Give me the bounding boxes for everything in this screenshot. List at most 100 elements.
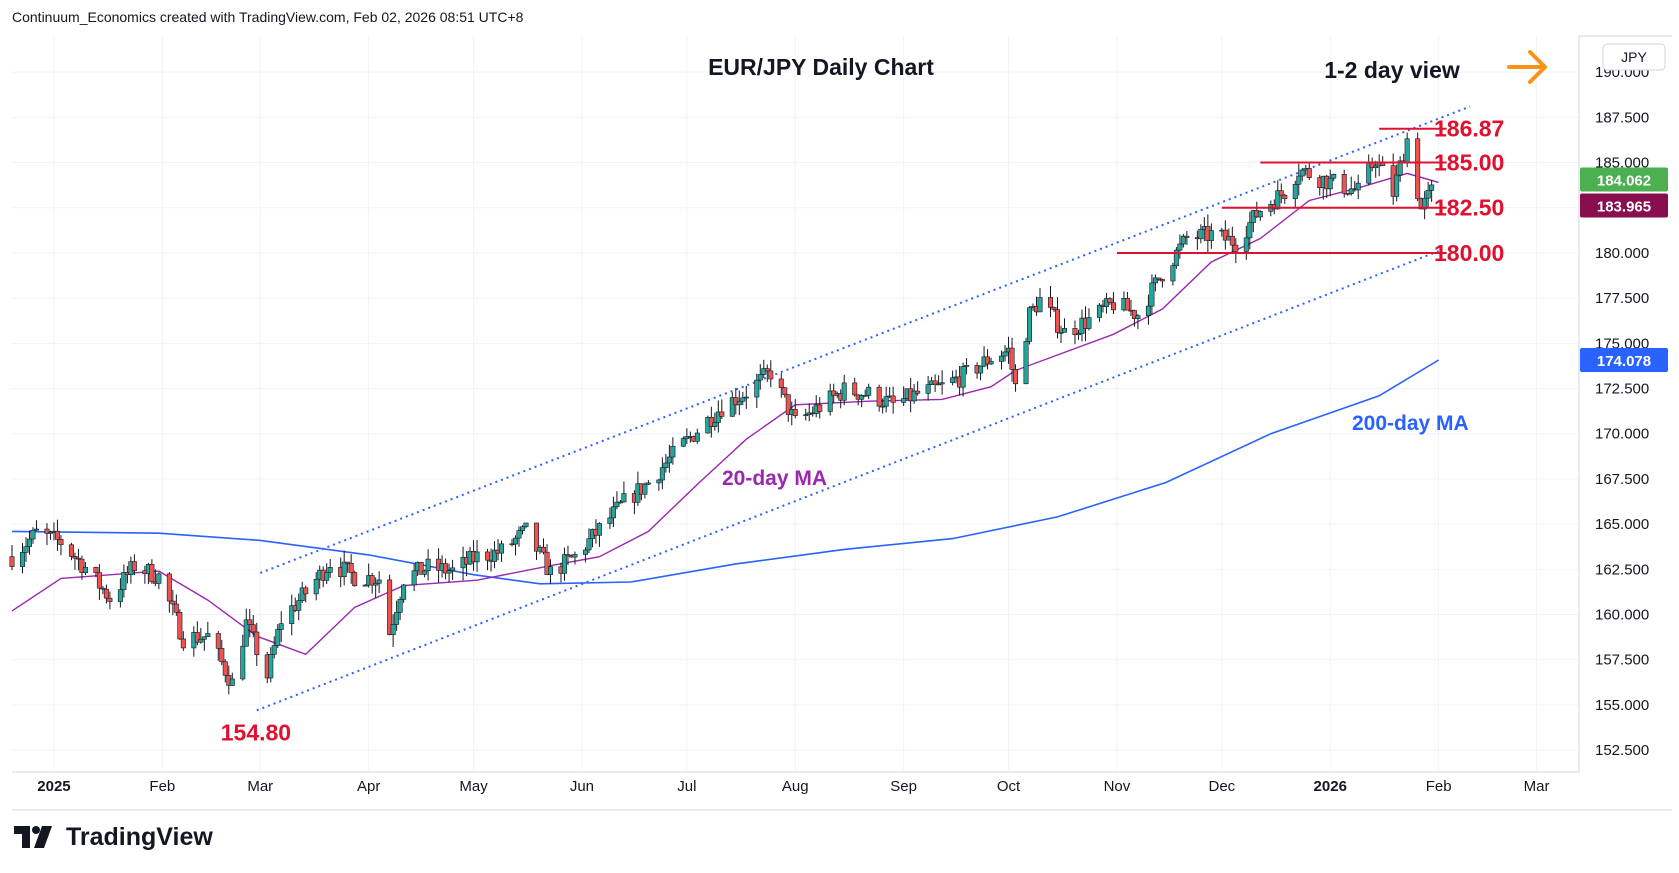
candle-up (561, 554, 567, 574)
candle-up (289, 605, 295, 624)
candle-down (180, 638, 186, 649)
candle-up (516, 530, 522, 539)
candle-down (932, 380, 938, 385)
candle-down (778, 378, 784, 388)
candle-up (1243, 237, 1249, 252)
candle-down (782, 387, 788, 395)
candle-up (1397, 160, 1403, 176)
prev-close-badge: 183.965 (1597, 199, 1651, 216)
candle-down (254, 631, 260, 656)
candle-up (23, 546, 29, 553)
candle-up (156, 573, 162, 584)
x-tick-label: 2025 (37, 778, 70, 795)
candle-up (1096, 304, 1102, 318)
candle-up (243, 619, 249, 647)
candle-down (68, 544, 74, 557)
candle-down (348, 562, 354, 573)
candle-down (170, 600, 176, 605)
candle-up (327, 567, 333, 573)
candle-up (859, 395, 865, 400)
ma200-line (11, 359, 1440, 585)
candle-up (1247, 222, 1253, 239)
candlestick-series (9, 132, 1435, 695)
channel-line-upper (259, 105, 1471, 574)
candle-up (362, 584, 368, 587)
price-badges: 184.062 183.965 174.078 (1580, 167, 1668, 373)
candle-up (547, 566, 553, 575)
candle-down (1282, 194, 1288, 200)
chart-title: EUR/JPY Daily Chart (708, 54, 934, 80)
candle-up (450, 567, 456, 572)
candle-up (841, 382, 847, 401)
candle-down (533, 522, 539, 552)
ma20-series (11, 172, 1439, 656)
candle-up (1002, 351, 1008, 357)
y-tick-label: 155.000 (1595, 697, 1649, 714)
candle-down (352, 572, 358, 587)
candle-up (1355, 182, 1361, 191)
candle-down (1222, 229, 1228, 241)
candle-down (369, 575, 375, 586)
candle-down (75, 557, 81, 560)
candle-up (1257, 211, 1263, 218)
candle-up (964, 365, 970, 367)
candle-down (418, 562, 424, 575)
tradingview-logo[interactable]: TradingView (14, 822, 213, 852)
candle-up (1177, 243, 1183, 251)
candle-up (1061, 328, 1067, 333)
candle-down (54, 530, 60, 540)
candle-down (215, 633, 221, 649)
candle-up (866, 386, 872, 396)
x-tick-label: Oct (997, 778, 1021, 795)
candle-up (1170, 265, 1176, 282)
candle-up (373, 582, 379, 586)
candle-up (999, 355, 1005, 362)
candle-up (936, 383, 942, 386)
candle-up (30, 529, 36, 540)
y-tick-label: 187.500 (1595, 109, 1649, 126)
x-tick-label: Dec (1208, 778, 1235, 795)
candle-up (663, 462, 669, 468)
y-tick-label: 177.500 (1595, 290, 1649, 307)
chart-frame (12, 35, 1672, 811)
y-tick-label: 152.500 (1595, 742, 1649, 759)
currency-label: JPY (1621, 49, 1647, 65)
candle-down (177, 612, 183, 640)
candle-up (240, 645, 246, 680)
ma200-badge-bg (1580, 348, 1668, 373)
candle-up (1037, 297, 1043, 313)
candle-up (642, 483, 648, 495)
currency-button[interactable]: JPY (1602, 43, 1666, 71)
candle-up (324, 572, 330, 581)
candle-up (988, 361, 994, 365)
y-tick-label: 185.000 (1595, 155, 1649, 172)
candle-up (1331, 173, 1337, 179)
candle-up (1058, 331, 1064, 334)
candle-down (540, 546, 546, 553)
y-tick-label: 162.500 (1595, 561, 1649, 578)
candle-up (901, 398, 907, 403)
level-label: 185.00 (1434, 150, 1504, 176)
x-tick-label: Mar (247, 778, 273, 795)
time-axis[interactable]: 2025 Feb Mar Apr May Jun Jul Aug Sep Oct Nov Dec 202… (37, 778, 1549, 795)
candle-up (1208, 230, 1214, 241)
candle-up (1373, 165, 1379, 169)
candle-down (544, 551, 550, 575)
candle-down (96, 572, 102, 589)
candle-up (743, 396, 749, 399)
x-tick-label: Mar (1524, 778, 1550, 795)
candle-up (1173, 249, 1179, 266)
candle-up (803, 414, 809, 416)
candle-up (82, 567, 88, 573)
candle-up (586, 538, 592, 551)
candle-up (1292, 183, 1298, 200)
candle-down (93, 567, 99, 573)
candle-down (1048, 297, 1054, 308)
price-axis[interactable]: 152.500 155.000 157.500 160.000 162.500 165.0… (1595, 64, 1649, 759)
candle-up (610, 506, 616, 519)
x-tick-label: 2026 (1314, 778, 1347, 795)
candle-up (1152, 277, 1158, 284)
candle-up (670, 445, 676, 458)
candle-down (1051, 307, 1057, 310)
